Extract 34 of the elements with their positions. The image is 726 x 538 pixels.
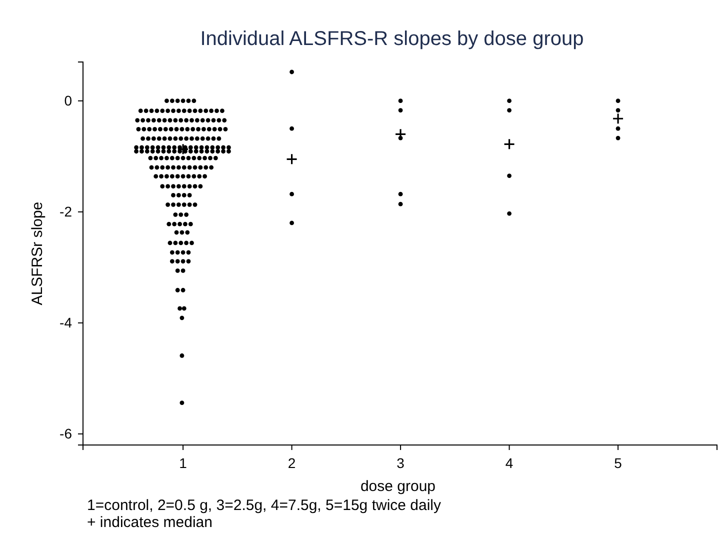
x-tick-label: 2: [288, 454, 296, 471]
point: [616, 98, 620, 104]
x-tick-label: 1: [179, 454, 188, 471]
y-axis-title: ALSFRSr slope: [29, 202, 46, 306]
point: [290, 70, 294, 74]
point: [398, 202, 403, 206]
point: [616, 108, 620, 112]
y-tick-label: -2: [60, 203, 72, 220]
point: [398, 108, 403, 112]
text: 1=control, 2=0.5 g, 3=2.5g, 4=7.5g, 5=15g twice daily: [87, 497, 442, 514]
point: [398, 192, 403, 196]
point: [398, 98, 403, 104]
y-tick-label: -4: [60, 314, 72, 330]
point: [616, 136, 620, 140]
point: [507, 108, 512, 112]
point: [290, 192, 294, 196]
point: [290, 220, 294, 226]
x-tick-label: 4: [505, 454, 514, 471]
point: [507, 98, 512, 104]
x-tick-label: 3: [396, 454, 405, 471]
x-axis-title: dose group: [360, 478, 436, 495]
text: + indicates median: [87, 514, 212, 531]
point: [503, 138, 516, 150]
point: [612, 112, 624, 124]
point: [616, 126, 620, 131]
point: [290, 126, 294, 131]
chart-title: Individual ALSFRS-R slopes by dose group: [200, 28, 584, 50]
y-tick-label: 0: [64, 92, 72, 108]
y-tick-label: -6: [60, 425, 72, 442]
point: [177, 143, 189, 155]
x-tick-label: 5: [614, 454, 622, 471]
point: [507, 211, 512, 216]
point: [507, 174, 512, 178]
point: [286, 153, 298, 165]
